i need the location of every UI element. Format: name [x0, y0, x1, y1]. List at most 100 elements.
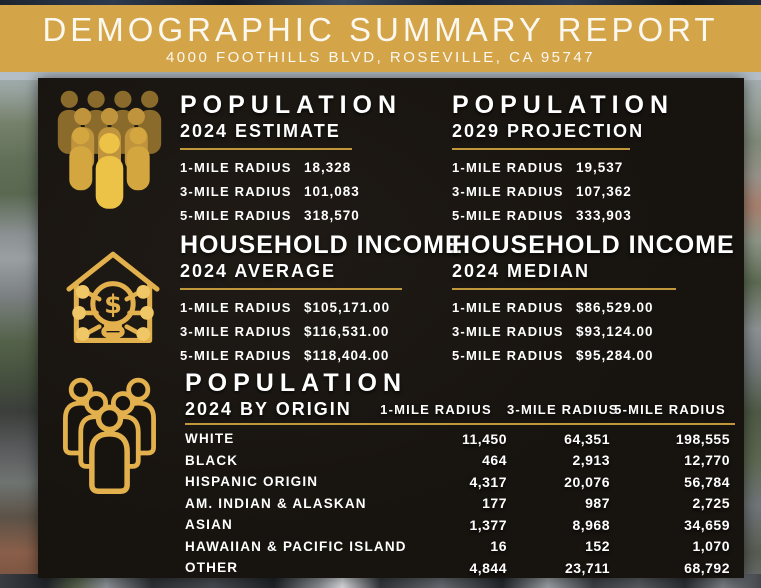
report-address: 4000 FOOTHILLS BLVD, ROSEVILLE, CA 95747 — [165, 48, 596, 66]
radius-label: 5-MILE RADIUS — [180, 208, 292, 223]
gold-divider — [180, 148, 352, 150]
origin-value: 4,317 — [469, 473, 507, 490]
stat-row: 3-MILE RADIUS 101,083 — [180, 184, 402, 199]
people-group-filled-icon — [52, 84, 167, 223]
radius-value: 18,328 — [304, 160, 352, 175]
aerial-photo-top-edge — [0, 0, 761, 5]
radius-label: 1-MILE RADIUS — [180, 300, 292, 315]
table-row: BLACK 464 2,913 12,770 — [185, 450, 735, 472]
origin-value: 64,351 — [564, 430, 610, 447]
radius-value: $86,529.00 — [576, 300, 654, 315]
origin-table: WHITE 11,450 64,351 198,555 BLACK 464 2,… — [185, 428, 735, 579]
section-income-average: HOUSEHOLD INCOME 2024 AVERAGE 1-MILE RAD… — [180, 230, 463, 363]
origin-value: 2,725 — [692, 495, 730, 512]
stat-row: 1-MILE RADIUS 19,537 — [452, 160, 674, 175]
stat-row: 1-MILE RADIUS $86,529.00 — [452, 300, 735, 315]
radius-value: 107,362 — [576, 184, 632, 199]
house-lightbulb-dollar-icon: $ — [58, 233, 168, 363]
radius-value: $105,171.00 — [304, 300, 391, 315]
aerial-photo-left-edge — [0, 0, 40, 588]
stat-row: 5-MILE RADIUS 333,903 — [452, 208, 674, 223]
section-title: POPULATION — [452, 91, 675, 119]
origin-value: 987 — [585, 495, 610, 512]
section-subtitle: 2029 PROJECTION — [452, 121, 645, 141]
section-title: HOUSEHOLD INCOME — [452, 231, 735, 259]
stat-row: 5-MILE RADIUS $95,284.00 — [452, 348, 735, 363]
stat-row: 1-MILE RADIUS $105,171.00 — [180, 300, 463, 315]
radius-value: $118,404.00 — [304, 348, 390, 363]
stat-row: 1-MILE RADIUS 18,328 — [180, 160, 402, 175]
gold-divider — [452, 148, 630, 150]
origin-value: 34,659 — [684, 516, 730, 533]
page-title: DEMOGRAPHIC SUMMARY REPORT — [42, 10, 719, 48]
radius-value: 19,537 — [576, 160, 624, 175]
section-subtitle: 2024 BY ORIGIN — [185, 399, 352, 419]
radius-value: 318,570 — [304, 208, 360, 223]
origin-label: OTHER — [185, 560, 239, 576]
gold-divider — [185, 423, 735, 425]
radius-label: 3-MILE RADIUS — [452, 184, 564, 199]
origin-titles: POPULATION 2024 BY ORIGIN — [185, 368, 401, 420]
origin-value: 23,711 — [564, 559, 610, 576]
radius-label: 3-MILE RADIUS — [180, 324, 292, 339]
aerial-photo-right-edge — [741, 0, 761, 588]
column-header-1mile: 1-MILE RADIUS — [380, 402, 492, 417]
radius-value: 333,903 — [576, 208, 632, 223]
origin-value: 177 — [482, 495, 507, 512]
origin-value: 56,784 — [684, 473, 730, 490]
radius-label: 1-MILE RADIUS — [452, 300, 564, 315]
table-row: WHITE 11,450 64,351 198,555 — [185, 428, 735, 450]
stat-row: 3-MILE RADIUS $116,531.00 — [180, 324, 463, 339]
origin-value: 1,377 — [469, 516, 507, 533]
gold-divider — [452, 288, 676, 290]
aerial-photo-sky-strip — [0, 70, 761, 80]
radius-label: 3-MILE RADIUS — [180, 184, 292, 199]
origin-value: 68,792 — [684, 559, 730, 576]
section-subtitle: 2024 AVERAGE — [180, 261, 337, 281]
radius-label: 5-MILE RADIUS — [452, 348, 564, 363]
origin-label: BLACK — [185, 452, 239, 468]
stat-row: 3-MILE RADIUS 107,362 — [452, 184, 674, 199]
radius-value: $93,124.00 — [576, 324, 654, 339]
section-population-by-origin: POPULATION 2024 BY ORIGIN 1-MILE RADIUS … — [185, 368, 735, 579]
origin-label: AM. INDIAN & ALASKAN — [185, 495, 367, 511]
people-group-outline-icon — [52, 368, 167, 518]
section-title: POPULATION — [180, 91, 403, 119]
radius-label: 5-MILE RADIUS — [452, 208, 564, 223]
section-subtitle: 2024 MEDIAN — [452, 261, 591, 281]
section-title: HOUSEHOLD INCOME — [180, 231, 463, 259]
radius-value: $95,284.00 — [576, 348, 654, 363]
radius-label: 5-MILE RADIUS — [180, 348, 292, 363]
table-row: HISPANIC ORIGIN 4,317 20,076 56,784 — [185, 471, 735, 493]
report-header: DEMOGRAPHIC SUMMARY REPORT 4000 FOOTHILL… — [0, 5, 761, 72]
column-header-3mile: 3-MILE RADIUS — [507, 402, 619, 417]
table-row: ASIAN 1,377 8,968 34,659 — [185, 514, 735, 536]
table-row: OTHER 4,844 23,711 68,792 — [185, 557, 735, 579]
origin-value: 4,844 — [469, 559, 507, 576]
radius-value: 101,083 — [304, 184, 360, 199]
radius-label: 3-MILE RADIUS — [452, 324, 564, 339]
section-subtitle: 2024 ESTIMATE — [180, 121, 341, 141]
origin-value: 20,076 — [564, 473, 610, 490]
section-population-estimate: POPULATION 2024 ESTIMATE 1-MILE RADIUS 1… — [180, 90, 402, 223]
stat-row: 5-MILE RADIUS $118,404.00 — [180, 348, 463, 363]
radius-label: 1-MILE RADIUS — [452, 160, 564, 175]
origin-label: HAWAIIAN & PACIFIC ISLAND — [185, 538, 407, 554]
origin-value: 152 — [585, 538, 610, 555]
table-row: HAWAIIAN & PACIFIC ISLAND 16 152 1,070 — [185, 536, 735, 558]
gold-divider — [180, 288, 402, 290]
report-panel: $ — [38, 78, 744, 578]
column-header-5mile: 5-MILE RADIUS — [614, 402, 726, 417]
origin-label: ASIAN — [185, 517, 234, 533]
origin-value: 464 — [482, 452, 507, 469]
origin-label: WHITE — [185, 431, 235, 447]
svg-text:$: $ — [104, 290, 122, 320]
origin-value: 11,450 — [461, 430, 507, 447]
section-population-projection: POPULATION 2029 PROJECTION 1-MILE RADIUS… — [452, 90, 674, 223]
section-income-median: HOUSEHOLD INCOME 2024 MEDIAN 1-MILE RADI… — [452, 230, 735, 363]
radius-value: $116,531.00 — [304, 324, 390, 339]
origin-value: 2,913 — [572, 452, 610, 469]
origin-value: 198,555 — [675, 430, 730, 447]
origin-value: 16 — [490, 538, 507, 555]
origin-value: 8,968 — [572, 516, 610, 533]
